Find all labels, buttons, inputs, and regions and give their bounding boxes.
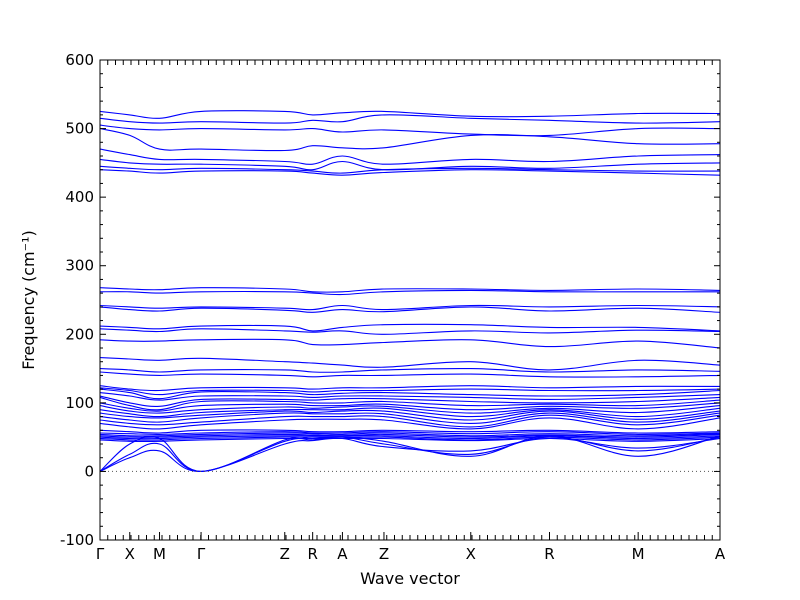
band-line	[100, 392, 720, 401]
x-tick-label: Γ	[197, 545, 206, 563]
band-line	[100, 395, 720, 407]
band-line	[100, 114, 720, 124]
x-tick-label: M	[153, 545, 166, 563]
band-group-mid-optical	[100, 287, 720, 371]
band-line	[100, 158, 720, 171]
band-line	[100, 437, 720, 472]
y-tick-label: 500	[65, 120, 94, 138]
y-tick-label: 0	[84, 462, 94, 480]
band-line	[100, 148, 720, 165]
band-line	[100, 405, 720, 414]
band-line	[100, 396, 720, 411]
x-axis-label: Wave vector	[360, 569, 460, 588]
band-line	[100, 371, 720, 378]
band-group-high-optical	[100, 110, 720, 176]
band-line	[100, 169, 720, 176]
band-line	[100, 289, 720, 296]
y-tick-label: 400	[65, 188, 94, 206]
y-tick-label: 200	[65, 325, 94, 343]
band-line	[100, 287, 720, 293]
band-line	[100, 128, 720, 152]
x-tick-label: X	[125, 545, 135, 563]
y-tick-label: -100	[60, 531, 94, 549]
band-line	[100, 306, 720, 313]
band-line	[100, 402, 720, 412]
band-line	[100, 304, 720, 311]
x-tick-label: A	[337, 545, 348, 563]
x-tick-label: R	[307, 545, 317, 563]
band-line	[100, 124, 720, 137]
x-tick-label: Z	[379, 545, 389, 563]
x-tick-label: M	[632, 545, 645, 563]
bands-layer	[100, 110, 720, 472]
band-line	[100, 414, 720, 428]
band-group-low-optical	[100, 367, 720, 430]
x-tick-label: Γ	[96, 545, 105, 563]
band-group-acoustic	[100, 435, 720, 472]
band-line	[100, 385, 720, 392]
band-line	[100, 367, 720, 373]
band-line	[100, 165, 720, 174]
band-line	[100, 328, 720, 335]
band-line	[100, 323, 720, 332]
band-line	[100, 412, 720, 424]
band-line	[100, 388, 720, 400]
band-line	[100, 436, 720, 472]
y-tick-label: 300	[65, 257, 94, 275]
band-line	[100, 431, 720, 435]
y-axis: -100 0 100 200 300 400 500 600	[60, 51, 720, 549]
band-line	[100, 417, 720, 430]
band-line	[100, 338, 720, 349]
band-line	[100, 432, 720, 437]
x-tick-label: Z	[280, 545, 290, 563]
y-axis-label: Frequency (cm⁻¹)	[19, 230, 38, 369]
band-line	[100, 429, 720, 434]
x-tick-label: R	[544, 545, 554, 563]
band-line	[100, 407, 720, 418]
plot-frame	[99, 59, 721, 541]
band-line	[100, 387, 720, 396]
band-line	[100, 409, 720, 421]
y-tick-label: 600	[65, 51, 94, 69]
x-tick-label: X	[466, 545, 476, 563]
x-tick-label: A	[715, 545, 726, 563]
band-group-low-frequency	[100, 429, 720, 442]
y-tick-label: 100	[65, 394, 94, 412]
band-line	[100, 357, 720, 371]
band-line	[100, 110, 720, 119]
